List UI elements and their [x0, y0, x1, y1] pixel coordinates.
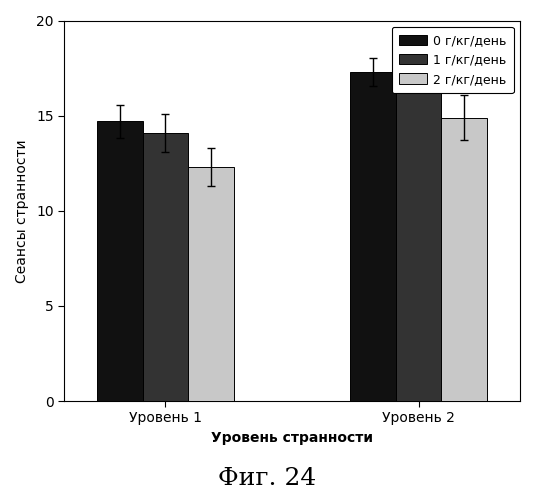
Bar	[142, 133, 188, 401]
Bar	[396, 72, 441, 401]
Bar	[97, 122, 142, 401]
Legend: 0 г/кг/день, 1 г/кг/день, 2 г/кг/день: 0 г/кг/день, 1 г/кг/день, 2 г/кг/день	[392, 26, 514, 93]
Bar	[188, 167, 234, 401]
Y-axis label: Сеансы странности: Сеансы странности	[15, 139, 29, 282]
Bar	[441, 118, 487, 401]
Bar	[350, 72, 396, 401]
Text: Фиг. 24: Фиг. 24	[218, 467, 317, 490]
X-axis label: Уровень странности: Уровень странности	[211, 431, 373, 445]
